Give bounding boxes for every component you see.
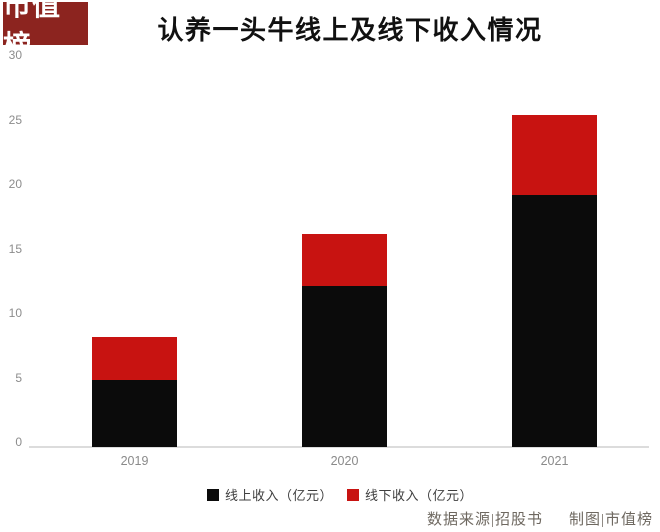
x-axis-tick-label: 2021 bbox=[540, 454, 569, 468]
legend-item: 线下收入（亿元） bbox=[347, 485, 473, 504]
y-axis-tick-label: 15 bbox=[8, 241, 22, 256]
y-axis-tick-label: 5 bbox=[15, 370, 22, 385]
bar-group-2020 bbox=[302, 234, 387, 447]
legend: 线上收入（亿元） 线下收入（亿元） bbox=[30, 485, 650, 504]
y-axis-tick-label: 30 bbox=[8, 48, 22, 62]
bar-segment-offline bbox=[302, 234, 387, 286]
x-axis-tick-label: 2019 bbox=[120, 454, 149, 468]
legend-item: 线上收入（亿元） bbox=[206, 485, 333, 504]
bar-segment-online bbox=[302, 285, 387, 447]
legend-swatch-online bbox=[206, 488, 219, 501]
legend-item-label: 线下收入（亿元） bbox=[365, 488, 474, 503]
bar-group-2021 bbox=[512, 115, 597, 447]
bar-segment-offline bbox=[92, 337, 177, 380]
legend-swatch-offline bbox=[347, 488, 359, 501]
brand-logo: 市值榜 bbox=[3, 0, 88, 61]
footer-source: 数据来源|招股书 bbox=[426, 512, 543, 528]
y-axis-tick-label: 20 bbox=[8, 177, 22, 191]
chart-title: 认养一头牛线上及线下收入情况 bbox=[157, 15, 543, 45]
bar-group-2019 bbox=[92, 337, 177, 447]
x-axis-baseline bbox=[29, 446, 649, 448]
y-axis-tick-label: 10 bbox=[8, 306, 22, 320]
y-axis-tick-label: 0 bbox=[15, 435, 22, 449]
bar-segment-online bbox=[512, 195, 597, 447]
y-axis-tick-label: 25 bbox=[8, 112, 22, 127]
x-axis-tick-label: 2020 bbox=[330, 454, 359, 468]
footer-credits: 数据来源|招股书 制图|市值榜 bbox=[427, 508, 653, 529]
footer-credit: 制图|市值榜 bbox=[568, 512, 653, 528]
bar-segment-online bbox=[92, 379, 177, 447]
legend-item-label: 线上收入（亿元） bbox=[224, 488, 333, 503]
bar-segment-offline bbox=[512, 115, 597, 196]
